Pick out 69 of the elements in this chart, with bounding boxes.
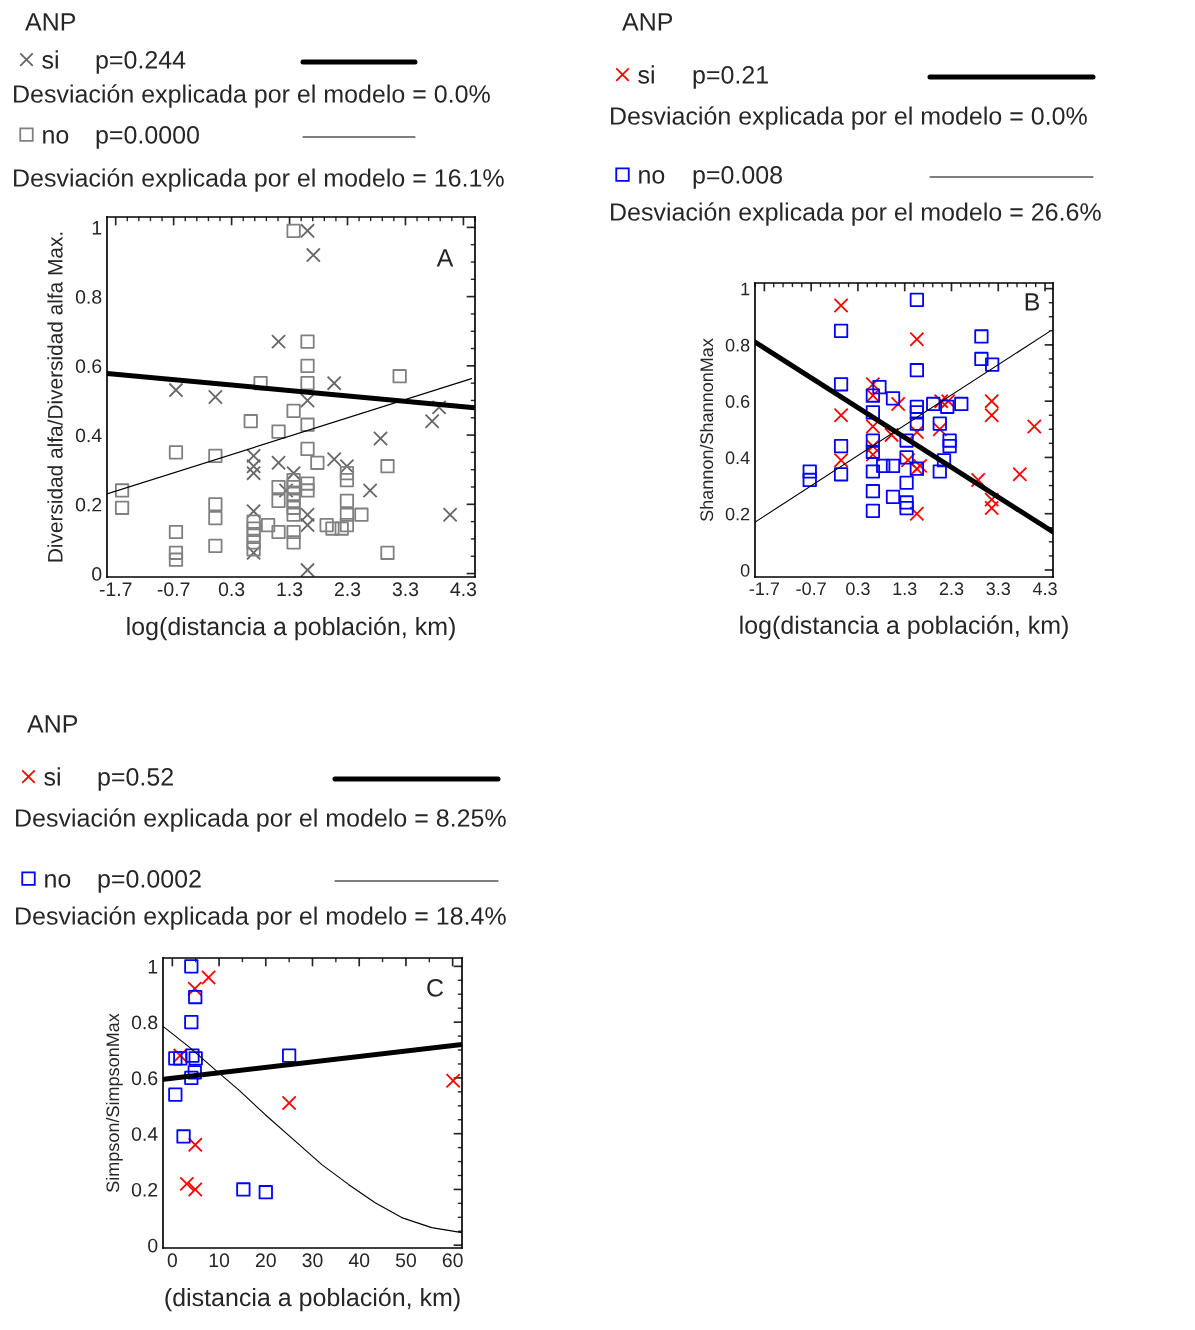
text: Desviación explicada por el modelo = 8.25% xyxy=(16,808,506,832)
text: Desviación explicada por el modelo = 0.0% xyxy=(14,84,490,108)
legend-title: ANP xyxy=(27,715,78,733)
x-axis-title: log(distancia a población, km) xyxy=(740,615,1068,639)
text: p=0.0002 xyxy=(98,870,201,893)
x-tick-label: -1.7 xyxy=(99,582,132,596)
x-tick-label: 30 xyxy=(302,1253,323,1268)
x-tick-label: 0.3 xyxy=(846,582,870,596)
y-tick-label: 0.8 xyxy=(725,338,750,352)
x-tick-label: 1.3 xyxy=(893,582,917,596)
y-tick-label: 0.8 xyxy=(75,290,102,304)
text: Desviación explicada por el modelo = 18.4% xyxy=(16,906,506,930)
y-tick-label: 0.2 xyxy=(75,497,102,512)
text: p=0.008 xyxy=(693,166,782,189)
y-tick-label: 0.4 xyxy=(131,1127,158,1141)
y-tick-label: 0 xyxy=(92,567,102,581)
x-tick-label: 1.3 xyxy=(277,582,303,597)
y-tick-label: 0.6 xyxy=(75,359,102,374)
x-tick-label: 50 xyxy=(395,1253,416,1268)
x-tick-label: -1.7 xyxy=(749,582,780,595)
y-axis-title: Simpson/SimpsonMax xyxy=(105,1013,123,1192)
legend-label: no xyxy=(45,874,71,888)
y-tick-label: 0 xyxy=(148,1238,158,1253)
y-tick-label: 0 xyxy=(740,563,750,577)
x-tick-label: 3.3 xyxy=(392,582,419,597)
text: Desviación explicada por el modelo = 26.6% xyxy=(611,202,1101,226)
y-tick-label: 1 xyxy=(148,960,158,974)
x-tick-label: 60 xyxy=(442,1253,463,1268)
y-tick-label: 0.4 xyxy=(725,451,750,465)
y-axis-title: Diversidad alfa/Diversidad alfa Max. xyxy=(47,232,63,562)
x-tick-label: 2.3 xyxy=(939,582,964,596)
legend-title: ANP xyxy=(622,13,673,31)
text: p=0.0000 xyxy=(96,126,199,149)
y-tick-label: 0.2 xyxy=(725,507,750,521)
legend-label: si xyxy=(44,767,60,786)
x-tick-label: 0 xyxy=(167,1253,177,1268)
y-axis-title: Shannon/ShannonMax xyxy=(699,338,714,522)
annotation: C xyxy=(427,979,444,997)
x-tick-label: -0.7 xyxy=(157,582,190,597)
y-tick-label: 0.6 xyxy=(131,1071,158,1086)
y-tick-label: 0.2 xyxy=(131,1182,158,1197)
text: p=0.244 xyxy=(96,51,186,74)
y-tick-label: 0.4 xyxy=(75,428,102,443)
annotation: A xyxy=(436,249,454,267)
x-tick-label: 4.3 xyxy=(1032,582,1057,596)
legend-label: no xyxy=(639,170,665,184)
annotation: B xyxy=(1025,293,1040,311)
legend-title: ANP xyxy=(25,13,76,31)
text: Desviación explicada por el modelo = 0.0% xyxy=(611,106,1087,130)
x-axis-title: log(distancia a población, km) xyxy=(127,616,455,641)
text: p=0.21 xyxy=(693,66,768,89)
y-tick-label: 1 xyxy=(741,282,750,296)
x-tick-label: 0.3 xyxy=(218,582,245,597)
x-tick-label: 4.3 xyxy=(450,582,477,597)
x-tick-label: 40 xyxy=(348,1253,370,1268)
x-tick-label: 3.3 xyxy=(986,582,1011,596)
legend-label: si xyxy=(42,50,58,69)
y-tick-label: 0.8 xyxy=(131,1015,158,1030)
text: Desviación explicada por el modelo = 16.1% xyxy=(14,168,504,192)
x-tick-label: 2.3 xyxy=(334,582,361,597)
legend-label: no xyxy=(43,130,69,144)
x-tick-label: 10 xyxy=(209,1253,230,1268)
x-tick-label: 20 xyxy=(255,1253,276,1268)
x-axis-title: (distancia a población, km) xyxy=(165,1287,460,1312)
y-tick-label: 1 xyxy=(92,221,102,235)
legend-label: si xyxy=(638,65,654,84)
y-tick-label: 0.6 xyxy=(725,395,750,408)
x-tick-label: -0.7 xyxy=(796,582,826,596)
text: p=0.52 xyxy=(98,768,173,791)
